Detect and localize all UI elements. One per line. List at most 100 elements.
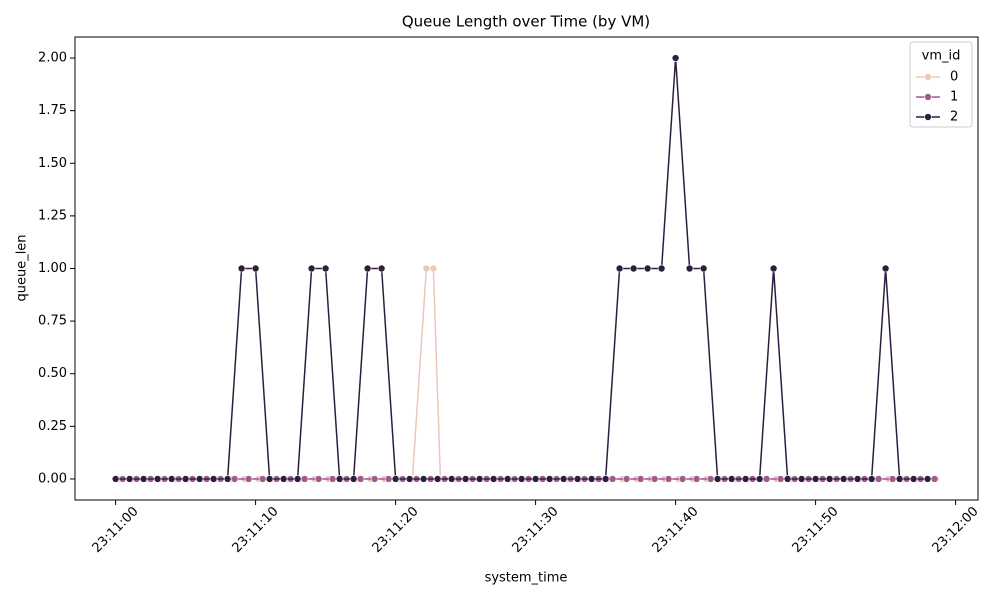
data-point <box>405 475 414 483</box>
data-point <box>706 475 715 483</box>
data-point <box>422 264 431 273</box>
data-point <box>685 264 694 273</box>
data-point <box>377 264 386 273</box>
data-point <box>559 475 568 483</box>
data-point <box>762 475 771 483</box>
data-point <box>237 264 246 273</box>
series-line <box>115 57 928 480</box>
legend-marker <box>924 73 932 81</box>
data-point <box>811 475 820 483</box>
data-point <box>629 264 638 273</box>
legend-label: 1 <box>950 90 958 105</box>
x-tick-label: 23:11:10 <box>230 504 282 556</box>
data-point <box>258 475 267 483</box>
data-point <box>111 475 120 483</box>
data-point <box>930 475 939 483</box>
data-point <box>867 475 876 483</box>
chart-title: Queue Length over Time (by VM) <box>402 13 650 31</box>
legend-title: vm_id <box>922 49 961 64</box>
y-tick-label: 1.50 <box>38 156 67 171</box>
data-point <box>888 475 897 483</box>
data-point <box>909 475 918 483</box>
y-tick-label: 1.25 <box>38 208 67 223</box>
y-tick-label: 0.75 <box>38 314 67 329</box>
data-point <box>153 475 162 483</box>
data-point <box>384 475 393 483</box>
data-point <box>244 475 253 483</box>
y-tick-label: 1.75 <box>38 103 67 118</box>
data-point <box>321 264 330 273</box>
data-point <box>622 475 631 483</box>
legend-box <box>909 41 973 128</box>
data-point <box>853 475 862 483</box>
data-point <box>391 475 400 483</box>
legend-label: 2 <box>950 110 958 125</box>
y-tick-label: 0.50 <box>38 366 67 381</box>
data-point <box>615 264 624 273</box>
x-tick-label: 23:11:20 <box>370 504 422 556</box>
y-tick-label: 1.00 <box>38 261 67 276</box>
data-point <box>825 475 834 483</box>
legend-marker <box>924 113 932 121</box>
x-tick-label: 23:11:30 <box>510 504 562 556</box>
data-point <box>447 475 456 483</box>
data-point <box>279 475 288 483</box>
data-point <box>489 475 498 483</box>
data-point <box>643 264 652 273</box>
data-point <box>741 475 750 483</box>
x-tick-label: 23:11:40 <box>650 504 702 556</box>
data-point <box>125 475 134 483</box>
data-point <box>265 475 274 483</box>
data-point <box>531 475 540 483</box>
data-point <box>475 475 484 483</box>
data-point <box>139 475 148 483</box>
data-point <box>223 475 232 483</box>
data-point <box>356 475 365 483</box>
data-point <box>664 475 673 483</box>
data-point <box>251 264 260 273</box>
data-point <box>636 475 645 483</box>
data-point <box>335 475 344 483</box>
data-point <box>713 475 722 483</box>
data-point <box>307 264 316 273</box>
y-tick-label: 0.25 <box>38 419 67 434</box>
data-point <box>167 475 176 483</box>
data-point <box>429 264 438 273</box>
data-point <box>517 475 526 483</box>
data-point <box>503 475 512 483</box>
data-point <box>608 475 617 483</box>
data-point <box>839 475 848 483</box>
data-point <box>363 264 372 273</box>
data-point <box>650 475 659 483</box>
data-point <box>314 475 323 483</box>
data-point <box>699 264 708 273</box>
data-point <box>671 54 680 62</box>
data-point <box>349 475 358 483</box>
data-point <box>874 475 883 483</box>
data-point <box>601 475 610 483</box>
data-point <box>181 475 190 483</box>
x-tick-label: 23:12:00 <box>930 504 982 556</box>
data-point <box>797 475 806 483</box>
data-point <box>881 264 890 273</box>
data-point <box>230 475 239 483</box>
data-point <box>573 475 582 483</box>
legend-label: 0 <box>950 70 958 85</box>
data-point <box>587 475 596 483</box>
data-point <box>419 475 428 483</box>
plot-frame <box>74 36 979 501</box>
data-point <box>657 264 666 273</box>
x-axis-label: system_time <box>485 571 568 586</box>
data-point <box>755 475 764 483</box>
data-point <box>895 475 904 483</box>
data-point <box>328 475 337 483</box>
data-point <box>293 475 302 483</box>
y-tick-label: 2.00 <box>38 51 67 66</box>
data-point <box>692 475 701 483</box>
data-point <box>727 475 736 483</box>
x-tick-label: 23:11:00 <box>90 504 142 556</box>
legend-marker <box>924 93 932 101</box>
data-point <box>300 475 309 483</box>
data-point <box>769 264 778 273</box>
